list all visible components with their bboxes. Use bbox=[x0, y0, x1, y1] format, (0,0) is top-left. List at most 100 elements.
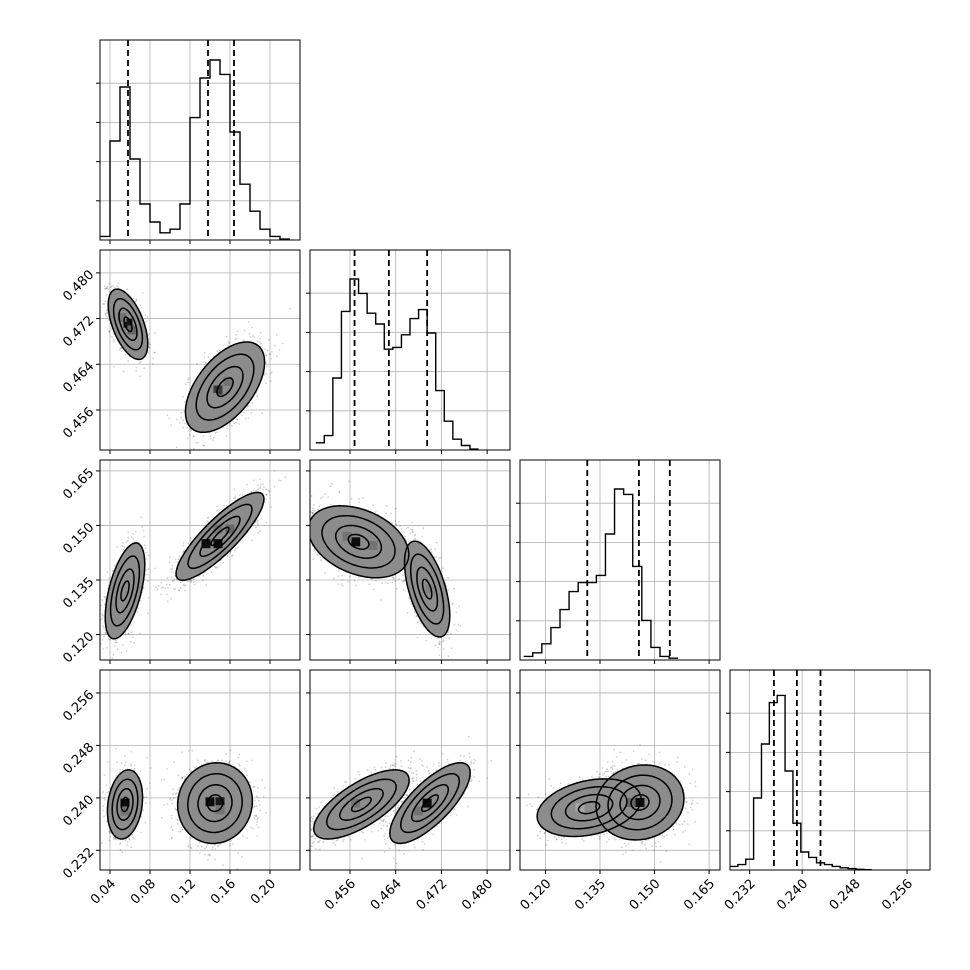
sample-point bbox=[140, 307, 143, 309]
sample-point bbox=[180, 412, 183, 414]
sample-point bbox=[144, 314, 147, 317]
sample-point bbox=[122, 548, 125, 551]
sample-point bbox=[106, 646, 108, 649]
sample-point bbox=[185, 580, 188, 582]
sample-point bbox=[140, 516, 143, 519]
sample-point bbox=[233, 422, 236, 425]
sample-point bbox=[173, 578, 176, 581]
sample-point bbox=[192, 435, 195, 438]
histogram-step bbox=[523, 488, 679, 659]
sample-point bbox=[265, 494, 268, 496]
sample-point bbox=[268, 491, 271, 493]
sample-point bbox=[202, 574, 205, 577]
sample-point bbox=[113, 365, 115, 368]
sample-point bbox=[104, 596, 107, 598]
sample-point bbox=[142, 530, 145, 532]
sample-point bbox=[125, 650, 128, 652]
sample-point bbox=[105, 287, 108, 289]
sample-point bbox=[249, 336, 252, 338]
sample-point bbox=[250, 490, 253, 493]
sample-point bbox=[259, 486, 262, 488]
sample-point bbox=[140, 361, 142, 363]
sample-point bbox=[122, 370, 125, 373]
sample-point bbox=[258, 530, 261, 532]
sample-point bbox=[113, 340, 115, 343]
sample-point bbox=[246, 405, 249, 408]
sample-point bbox=[104, 300, 107, 303]
sample-point bbox=[112, 569, 114, 572]
contour-line bbox=[107, 288, 149, 361]
sample-point bbox=[207, 516, 210, 519]
sample-point bbox=[146, 580, 149, 582]
sample-point bbox=[195, 442, 198, 444]
sample-point bbox=[132, 636, 134, 638]
sample-point bbox=[108, 282, 110, 285]
sample-point bbox=[182, 541, 185, 544]
sample-point bbox=[269, 372, 272, 375]
sample-point bbox=[265, 382, 268, 384]
sample-point bbox=[101, 613, 104, 616]
sample-point bbox=[188, 428, 191, 431]
sample-point bbox=[111, 657, 114, 660]
sample-point bbox=[153, 351, 156, 354]
sample-point bbox=[259, 487, 261, 489]
sample-point bbox=[215, 565, 218, 568]
sample-point bbox=[114, 641, 117, 644]
sample-point bbox=[145, 320, 148, 322]
sample-point bbox=[138, 607, 140, 610]
sample-point bbox=[270, 371, 273, 374]
sample-point bbox=[203, 356, 206, 359]
sample-point bbox=[259, 341, 261, 343]
sample-point bbox=[212, 437, 215, 439]
axes-frame bbox=[99, 249, 301, 451]
sample-point bbox=[190, 429, 193, 432]
sample-point bbox=[284, 476, 287, 479]
sample-point bbox=[122, 643, 124, 646]
sample-point bbox=[180, 581, 182, 584]
sample-point bbox=[183, 584, 186, 587]
sample-point bbox=[170, 424, 173, 427]
sample-point bbox=[192, 447, 195, 450]
sample-point bbox=[110, 286, 112, 289]
sample-point bbox=[261, 488, 264, 491]
sample-point bbox=[106, 316, 109, 318]
sample-point bbox=[127, 632, 130, 635]
sample-point bbox=[154, 351, 156, 354]
axes-frame bbox=[309, 249, 511, 451]
sample-point bbox=[207, 356, 210, 358]
contour-line bbox=[123, 316, 133, 333]
sample-point bbox=[149, 343, 152, 346]
histogram-panel-3 bbox=[726, 669, 931, 874]
sample-point bbox=[228, 342, 231, 345]
sample-point bbox=[127, 537, 130, 539]
sample-point bbox=[121, 541, 124, 544]
sample-point bbox=[231, 424, 233, 427]
sample-point bbox=[235, 333, 237, 336]
sample-point bbox=[243, 329, 246, 332]
scatter-panel-2-0 bbox=[96, 459, 301, 664]
sample-point bbox=[105, 294, 108, 296]
sample-point bbox=[103, 285, 106, 288]
sample-point bbox=[236, 419, 239, 421]
sample-point bbox=[135, 298, 138, 301]
sample-point bbox=[123, 546, 126, 549]
sample-point bbox=[116, 285, 119, 288]
sample-point bbox=[165, 583, 168, 586]
density-cell bbox=[213, 385, 223, 395]
contour-line bbox=[184, 341, 266, 434]
sample-point bbox=[110, 328, 113, 330]
sample-point bbox=[261, 412, 264, 415]
sample-point bbox=[101, 638, 104, 641]
sample-point bbox=[236, 418, 238, 421]
sample-point bbox=[160, 587, 163, 590]
sample-point bbox=[183, 422, 186, 425]
sample-point bbox=[139, 632, 141, 635]
sample-point bbox=[116, 546, 118, 548]
sample-point bbox=[105, 314, 107, 317]
sample-point bbox=[203, 444, 205, 447]
sample-point bbox=[186, 427, 189, 429]
sample-point bbox=[223, 504, 226, 507]
sample-point bbox=[103, 635, 105, 638]
sample-point bbox=[166, 593, 168, 596]
sample-point bbox=[147, 554, 150, 556]
